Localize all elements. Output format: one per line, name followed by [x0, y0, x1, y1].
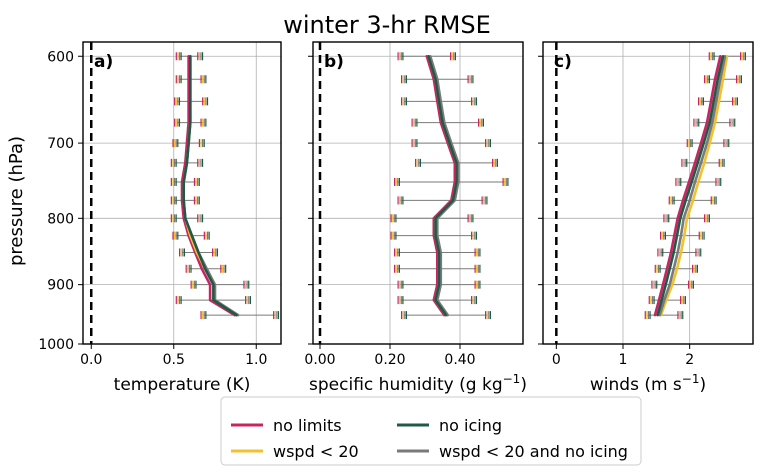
x-tick-label: 1.0: [245, 352, 267, 368]
x-axis-label: temperature (K): [114, 375, 251, 395]
series-line: [427, 54, 458, 317]
legend-label-wspd-20: wspd < 20: [273, 442, 359, 461]
axes-frame: [312, 41, 524, 345]
x-tick-label: 2: [685, 352, 694, 368]
legend-label-no-limits: no limits: [273, 416, 342, 435]
y-tick-label: 900: [47, 278, 74, 294]
panel-1: 0.0 0.5 1.0 600 700 800 900 1000 a) temperature (…: [38, 41, 282, 395]
panel-label: b): [324, 52, 344, 72]
x-tick-label: 1: [619, 352, 628, 368]
series-line: [427, 54, 458, 317]
x-axis-label: winds (m s−1): [590, 372, 706, 395]
x-axis-label: specific humidity (g kg−1): [309, 372, 527, 395]
legend: no limits no icing wspd < 20 wspd < 20 a…: [220, 396, 642, 466]
x-tick-label: 0.5: [163, 352, 185, 368]
series-line: [428, 54, 460, 317]
axes-frame: [82, 41, 282, 345]
legend-label-wspd-20-no-icing: wspd < 20 and no icing: [439, 442, 628, 461]
series-line: [182, 54, 238, 317]
axes-frame: [542, 41, 754, 345]
panel-label: a): [94, 52, 113, 72]
series-line: [656, 54, 725, 317]
y-axis-label: pressure (hPa): [6, 136, 27, 266]
series-line: [653, 54, 722, 317]
panels: 0.0 0.5 1.0 600 700 800 900 1000 a) temperature (…: [38, 41, 754, 395]
x-tick-label: 0: [552, 352, 561, 368]
figure-title: winter 3-hr RMSE: [283, 11, 491, 39]
x-tick-label: 0.20: [374, 352, 405, 368]
series-line: [658, 54, 727, 317]
legend-frame: [220, 396, 642, 466]
series-line: [659, 54, 729, 317]
series-line: [180, 54, 237, 317]
y-tick-label: 600: [47, 49, 74, 65]
x-tick-label: 0.40: [444, 352, 475, 368]
x-tick-label: 0.00: [304, 352, 335, 368]
y-tick-label: 800: [47, 211, 74, 227]
panel-label: c): [554, 52, 572, 72]
y-tick-label: 1000: [38, 337, 74, 353]
legend-label-no-icing: no icing: [439, 416, 502, 435]
series-line: [182, 54, 240, 317]
x-tick-label: 0.0: [80, 352, 102, 368]
panel-3: 0 1 2 c) winds (m s−1): [538, 41, 754, 395]
y-tick-label: 700: [47, 136, 74, 152]
panel-2: 0.00 0.20 0.40 b) specific humidity (g kg−1): [304, 41, 527, 395]
